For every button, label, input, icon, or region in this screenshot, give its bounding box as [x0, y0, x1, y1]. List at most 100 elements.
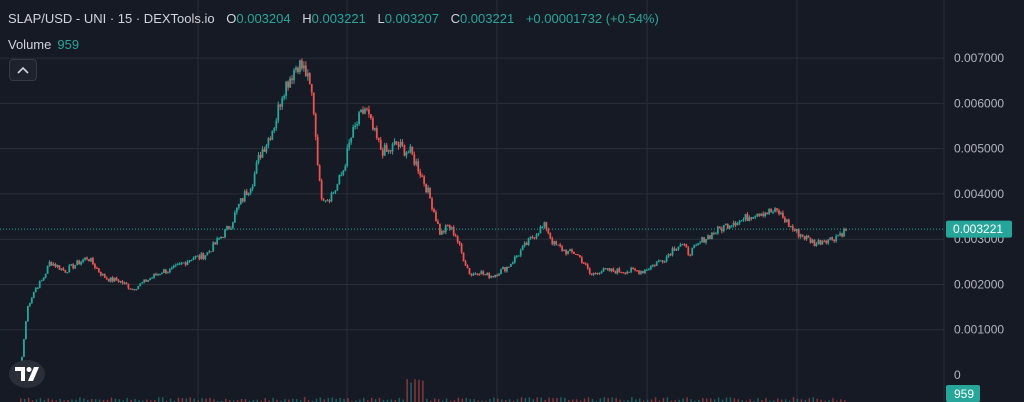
- volume-bar: [181, 398, 184, 402]
- volume-bar: [217, 400, 219, 402]
- volume-bar: [315, 398, 318, 402]
- volume-bar: [532, 399, 535, 402]
- candle-body: [488, 273, 491, 278]
- volume-bar: [90, 399, 93, 402]
- candle-body: [486, 273, 489, 275]
- candle-body: [293, 69, 295, 81]
- volume-bar: [721, 399, 724, 402]
- candle-body: [259, 155, 262, 158]
- candle-body: [324, 200, 327, 202]
- candle-body: [253, 173, 256, 187]
- price-axis[interactable]: 00.0010000.0020000.0030000.0040000.00500…: [954, 51, 1004, 382]
- candle-body: [54, 263, 57, 267]
- candle-body: [557, 244, 560, 246]
- volume-bar: [441, 400, 444, 402]
- candle-body: [600, 271, 603, 274]
- candle-body: [590, 273, 593, 275]
- candle-body: [48, 261, 51, 266]
- candle-body: [117, 280, 120, 283]
- chevron-up-icon: [17, 66, 29, 74]
- volume-bar: [520, 397, 523, 402]
- volume-bar: [426, 398, 428, 402]
- candle-body: [107, 278, 110, 282]
- volume-bar: [808, 398, 811, 402]
- candle-body: [208, 251, 211, 253]
- volume-bar: [118, 399, 121, 402]
- volume-bar: [47, 398, 50, 402]
- volume-bar: [213, 399, 215, 402]
- candle-body: [681, 244, 684, 246]
- candle-body: [269, 138, 272, 140]
- candle-body: [157, 274, 159, 276]
- volume-bar: [197, 400, 199, 402]
- candle-body: [334, 190, 337, 193]
- candle-body: [415, 161, 418, 165]
- candle-body: [484, 274, 487, 276]
- volume-bar: [773, 400, 775, 402]
- volume-bar: [571, 399, 574, 402]
- candle-body: [582, 262, 585, 264]
- volume-tag-label: 959: [954, 387, 974, 401]
- candle-body: [139, 283, 142, 287]
- candle-body: [517, 255, 520, 257]
- candle-body: [803, 236, 806, 240]
- candle-body: [194, 255, 197, 259]
- price-series[interactable]: [21, 58, 847, 375]
- candle-body: [817, 240, 820, 244]
- volume-bar: [327, 398, 330, 402]
- candle-body: [606, 268, 609, 270]
- volume-bar: [165, 400, 168, 402]
- volume-bar: [449, 400, 452, 402]
- volume-bar: [611, 397, 613, 402]
- candle-body: [634, 268, 636, 271]
- candle-body: [454, 235, 457, 237]
- candle-body: [567, 251, 569, 255]
- volume-bar: [87, 399, 89, 402]
- volume-bar: [161, 397, 164, 402]
- volume-bar: [469, 399, 471, 402]
- candle-body: [184, 262, 187, 265]
- candle-body: [523, 242, 526, 246]
- candle-body: [362, 109, 364, 114]
- candle-body: [821, 240, 824, 245]
- volume-bar: [319, 397, 322, 402]
- candle-body: [565, 249, 567, 255]
- candle-body: [750, 217, 753, 219]
- candle-body: [314, 113, 317, 137]
- volume-bar: [556, 397, 558, 402]
- candle-body: [563, 249, 565, 251]
- candle-body: [502, 267, 504, 270]
- candle-body: [338, 175, 341, 185]
- collapse-legend-button[interactable]: [9, 59, 37, 81]
- volume-bar: [690, 399, 692, 402]
- candle-body: [385, 144, 388, 152]
- tradingview-logo-button[interactable]: [9, 360, 45, 388]
- candle-body: [586, 264, 589, 269]
- candle-body: [659, 260, 662, 262]
- candle-body: [521, 245, 524, 251]
- volume-bar: [780, 399, 783, 402]
- candle-body: [728, 225, 731, 229]
- candle-body: [466, 265, 469, 269]
- volume-bar: [418, 379, 420, 402]
- candle-body: [677, 246, 680, 250]
- candle-body: [724, 223, 727, 226]
- candle-body: [647, 269, 650, 271]
- candle-body: [693, 245, 696, 248]
- candle-body: [46, 265, 49, 274]
- candle-body: [628, 271, 631, 273]
- candle-body: [460, 243, 463, 253]
- volume-bar: [504, 400, 507, 402]
- candle-body: [575, 253, 577, 255]
- candle-body: [663, 261, 666, 263]
- candle-body: [573, 251, 575, 254]
- candle-body: [740, 220, 743, 222]
- volume-bar: [256, 399, 259, 402]
- candle-body: [226, 226, 228, 230]
- volume-bar: [288, 399, 290, 402]
- volume-bar: [497, 398, 499, 402]
- candle-body: [277, 104, 280, 121]
- volume-bar: [607, 397, 609, 402]
- candle-body: [137, 286, 140, 290]
